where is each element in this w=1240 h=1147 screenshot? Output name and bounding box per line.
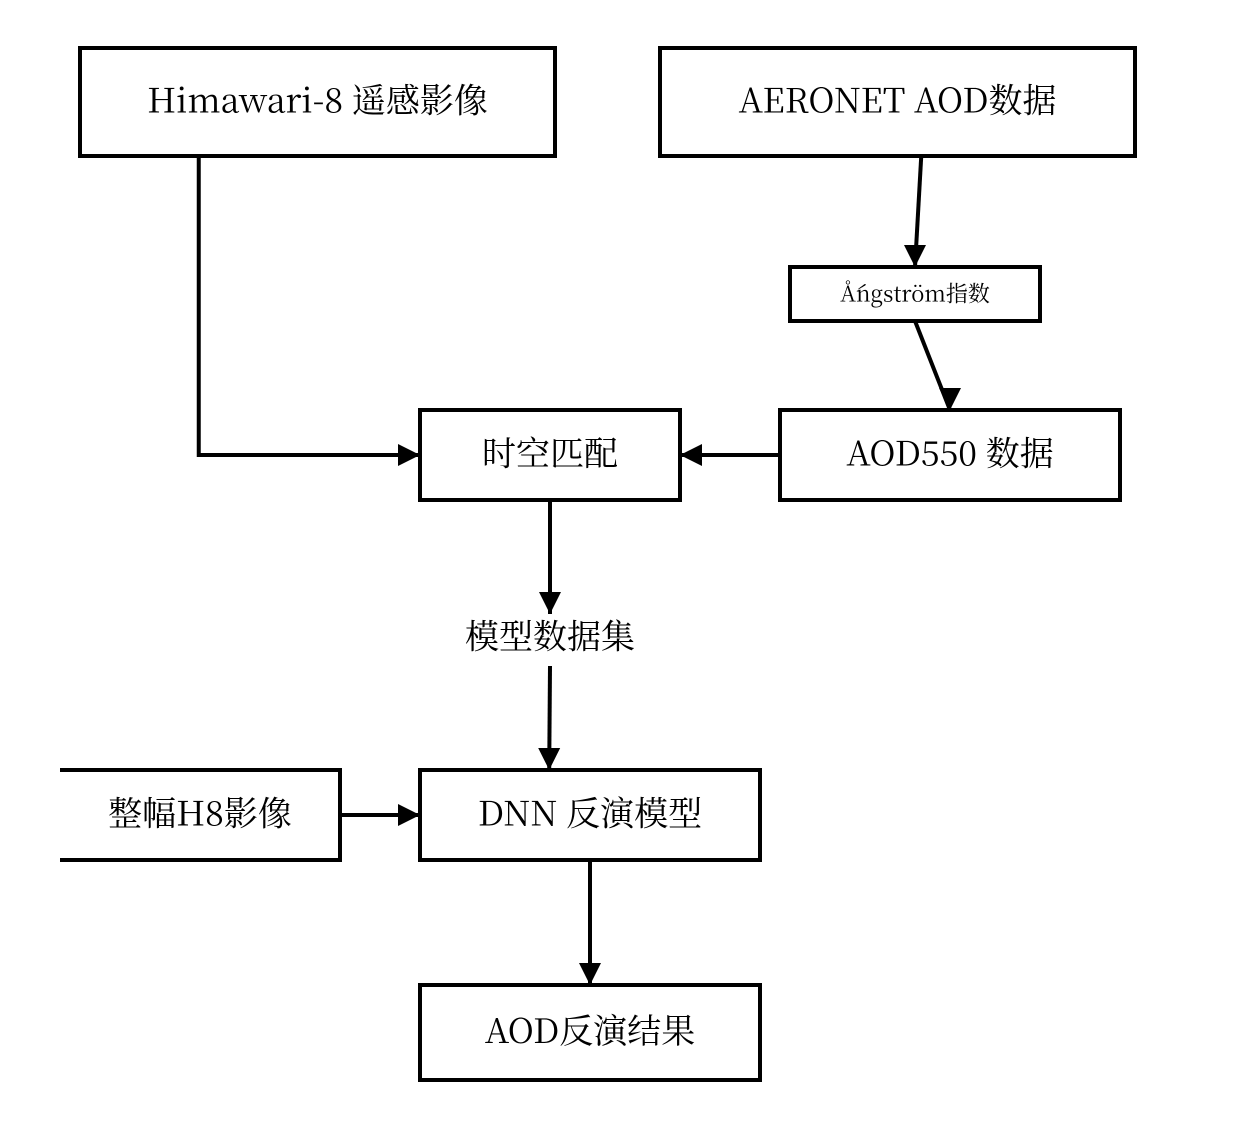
node-label-aeronet: AERONET AOD数据 — [738, 74, 1056, 123]
flow-edge — [199, 156, 420, 455]
node-label-dnn: DNN 反演模型 — [478, 787, 702, 836]
node-label-result: AOD反演结果 — [485, 1004, 696, 1053]
node-label-dataset: 模型数据集 — [465, 610, 635, 659]
node-label-aod550: AOD550 数据 — [846, 427, 1053, 476]
node-label-match: 时空匹配 — [482, 427, 618, 476]
node-label-h8full: 整幅H8影像 — [108, 787, 292, 836]
node-label-himawari: Himawari-8 遥感影像 — [147, 74, 488, 123]
node-label-angstrom: Ǻngström指数 — [840, 278, 990, 309]
